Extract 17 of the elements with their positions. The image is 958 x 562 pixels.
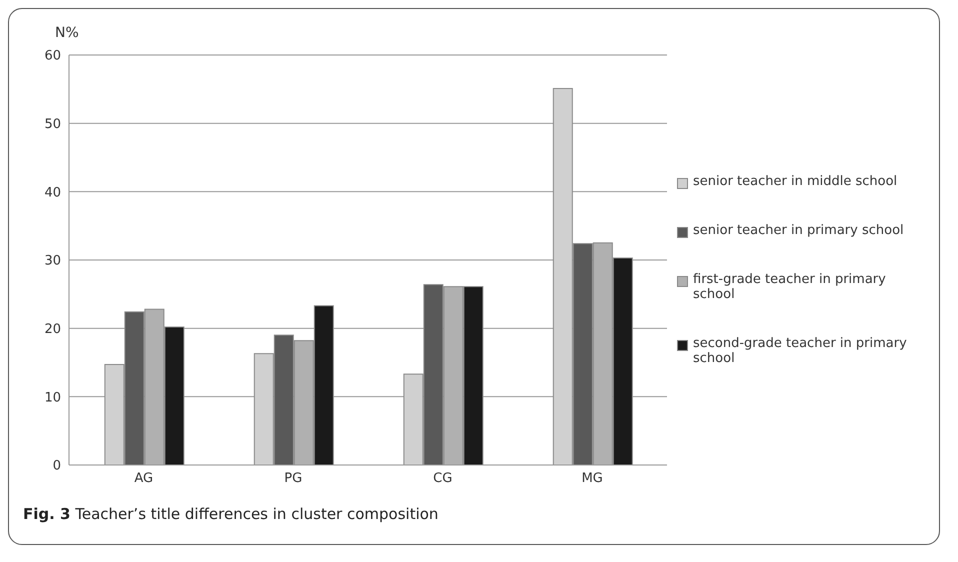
x-tick-label: PG bbox=[284, 471, 302, 486]
y-tick-label: 10 bbox=[44, 390, 61, 406]
y-tick-label: 60 bbox=[44, 48, 61, 64]
legend-label: senior teacher in primary school bbox=[693, 223, 905, 238]
y-tick-label: 40 bbox=[44, 185, 61, 200]
legend-label: first-grade teacher in primary school bbox=[693, 272, 887, 302]
y-tick-label: 0 bbox=[52, 458, 61, 474]
y-tick-label: 20 bbox=[44, 322, 61, 337]
x-tick-label: AG bbox=[134, 471, 154, 486]
text: Fig. 3 Teacher’s title differences in cluster composition bbox=[23, 505, 438, 523]
y-tick-label: 50 bbox=[44, 116, 61, 132]
y-tick-label: 30 bbox=[44, 254, 61, 269]
legend-label: second-grade teacher in primary school bbox=[693, 336, 908, 366]
x-tick-label: MG bbox=[582, 471, 603, 486]
x-tick-label: CG bbox=[433, 471, 452, 486]
y-axis-title: N% bbox=[55, 25, 79, 41]
legend-label: senior teacher in middle school bbox=[693, 174, 898, 189]
